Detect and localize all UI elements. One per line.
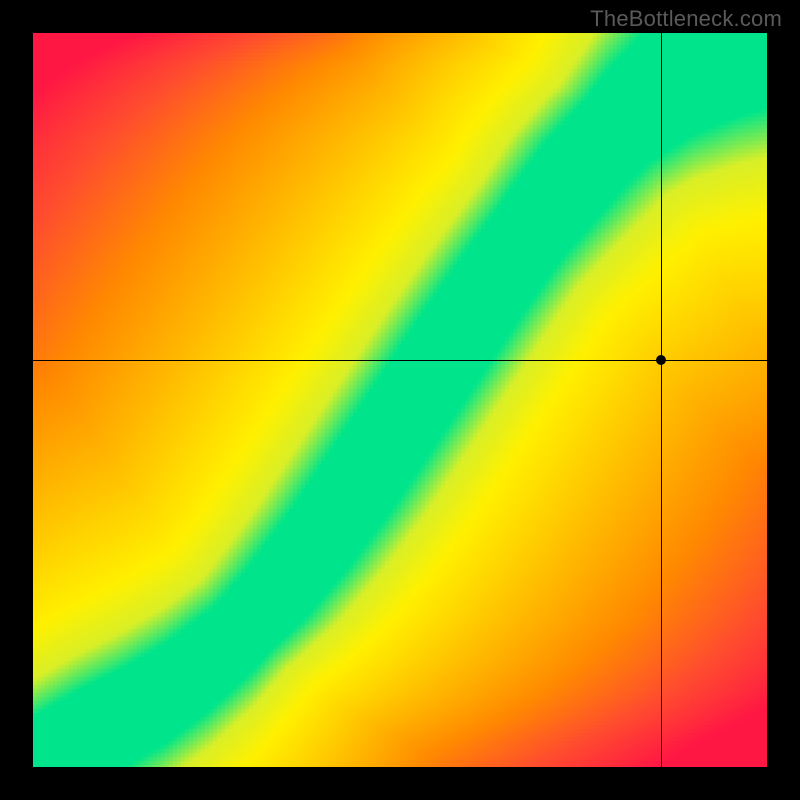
watermark-text: TheBottleneck.com — [590, 6, 782, 32]
heatmap-canvas — [33, 33, 767, 767]
chart-container: TheBottleneck.com — [0, 0, 800, 800]
plot-area — [33, 33, 767, 767]
crosshair-vertical — [661, 33, 662, 767]
crosshair-marker — [656, 355, 666, 365]
